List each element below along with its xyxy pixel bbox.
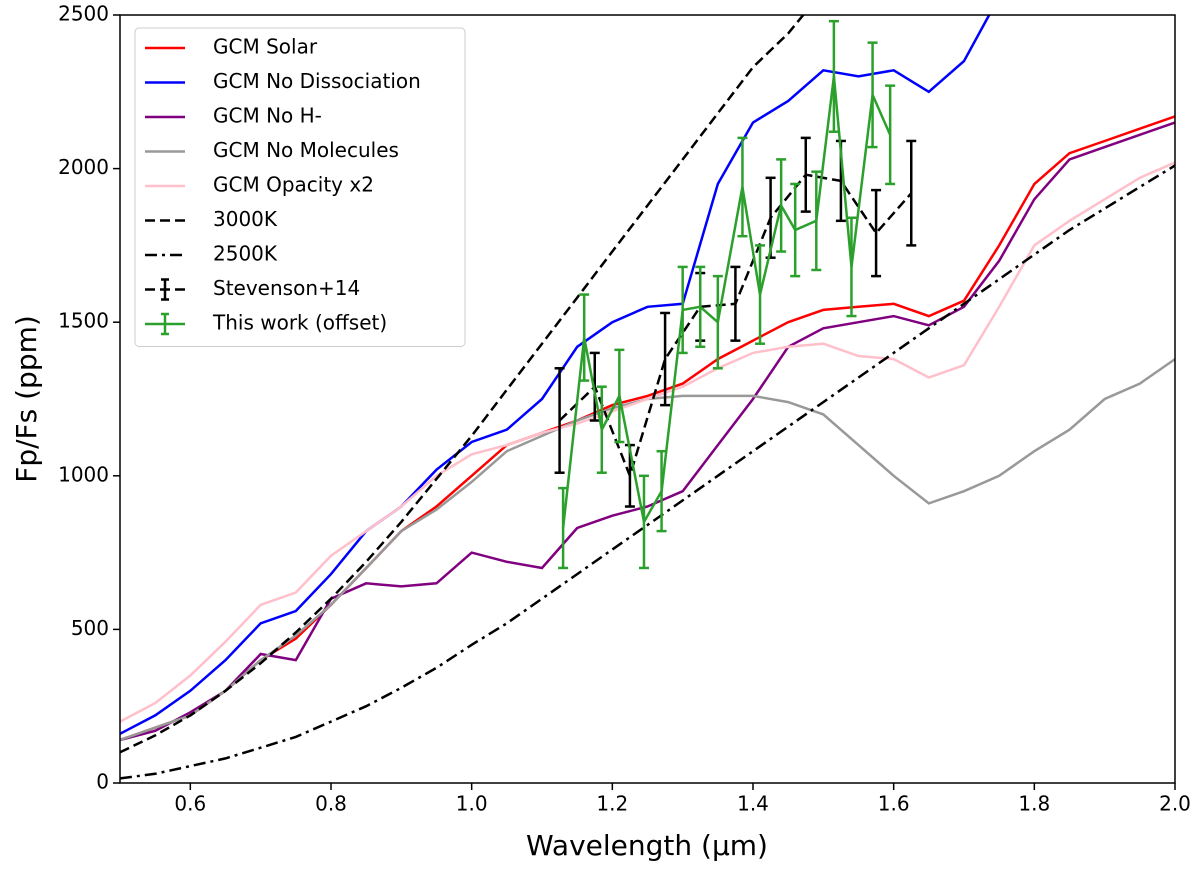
error-bar: [885, 84, 896, 186]
y-tick-label: 1500: [58, 309, 109, 333]
x-axis-label: Wavelength (μm): [526, 829, 768, 862]
error-bar: [695, 265, 706, 349]
error-bar: [776, 158, 787, 253]
y-tick-label: 1000: [58, 462, 109, 486]
error-bar: [730, 265, 741, 342]
error-bar: [614, 348, 625, 444]
error-bar: [656, 449, 667, 533]
legend-label: GCM No Molecules: [213, 138, 399, 162]
legend-label: GCM No H-: [213, 104, 322, 128]
error-bar: [712, 274, 723, 370]
legend-label: Stevenson+14: [213, 276, 360, 300]
x-tick-label: 0.6: [174, 792, 206, 816]
x-tick-label: 0.8: [315, 792, 347, 816]
y-tick-label: 500: [71, 616, 109, 640]
error-bar: [906, 139, 917, 247]
legend-label: 3000K: [213, 207, 278, 231]
error-bar: [677, 265, 688, 355]
x-tick-label: 1.2: [596, 792, 628, 816]
y-axis-label: Fp/Fs (ppm): [10, 315, 43, 483]
error-bar: [811, 170, 822, 272]
legend-label: This work (offset): [212, 311, 387, 335]
legend-label: GCM No Dissociation: [213, 69, 421, 93]
legend-label: 2500K: [213, 242, 278, 266]
x-tick-label: 1.6: [878, 792, 910, 816]
error-bar: [846, 216, 857, 318]
series-line: [561, 76, 892, 529]
error-bar: [800, 136, 811, 213]
error-bar: [765, 176, 776, 259]
y-tick-label: 2500: [58, 2, 109, 26]
y-tick-label: 0: [96, 770, 109, 794]
error-bar: [638, 474, 649, 570]
error-bar: [579, 293, 590, 382]
legend-box: [134, 27, 466, 347]
axes-frame: [119, 14, 1176, 784]
error-bar: [737, 136, 748, 238]
error-bar: [660, 311, 671, 407]
error-bar: [554, 367, 565, 474]
x-tick-label: 1.4: [737, 792, 769, 816]
x-tick-label: 1.8: [1018, 792, 1050, 816]
plot-area: [120, 15, 1175, 780]
error-bar: [828, 19, 839, 133]
error-bar: [755, 244, 766, 345]
series-line: [120, 15, 805, 754]
x-tick-label: 2.0: [1159, 792, 1191, 816]
x-tick-label: 1.0: [456, 792, 488, 816]
error-bar: [596, 385, 607, 474]
error-bar: [867, 41, 878, 149]
series-line: [120, 358, 1175, 742]
error-bar: [790, 182, 801, 278]
series-line: [120, 121, 1175, 742]
y-tick-label: 2000: [58, 155, 109, 179]
series-line: [120, 115, 1175, 742]
legend-label: GCM Opacity x2: [213, 173, 374, 197]
legend-label: GCM Solar: [213, 35, 318, 59]
series-line: [120, 161, 1175, 723]
series-line: [120, 164, 1175, 780]
error-bar: [871, 188, 882, 278]
error-bar: [558, 486, 569, 570]
